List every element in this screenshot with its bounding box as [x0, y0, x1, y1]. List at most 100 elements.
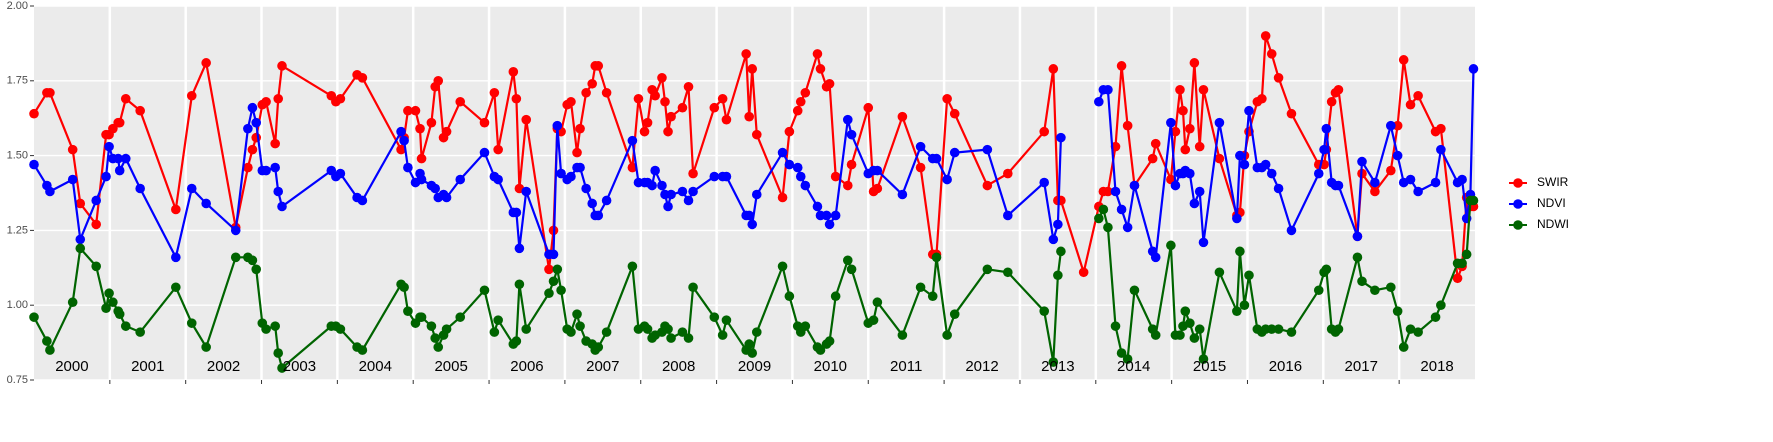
point	[1319, 144, 1329, 155]
x-tick-label: 2011	[890, 358, 922, 375]
point	[1457, 258, 1467, 269]
point	[135, 183, 145, 194]
point	[120, 93, 131, 104]
point	[1175, 330, 1185, 340]
point	[511, 93, 522, 104]
point	[1122, 222, 1133, 233]
x-tick-label: 2009	[738, 358, 771, 375]
point	[627, 135, 638, 146]
point	[747, 64, 758, 74]
point	[1398, 342, 1409, 352]
point	[741, 49, 751, 59]
point	[1405, 99, 1416, 110]
point	[270, 162, 280, 173]
point	[114, 165, 125, 176]
legend-point	[1513, 199, 1523, 209]
point	[812, 201, 823, 212]
point	[120, 153, 131, 164]
point	[915, 282, 926, 293]
point	[1244, 105, 1254, 116]
point	[709, 102, 720, 113]
point	[1266, 49, 1277, 59]
point	[647, 180, 657, 191]
labels: 0.75 1.00 1.25 1.50 1.75 2.00 2000 2001 2002 2003…	[7, 0, 1569, 386]
point	[251, 117, 262, 128]
point	[1286, 225, 1297, 236]
point	[67, 297, 78, 308]
point	[552, 264, 563, 275]
point	[261, 165, 271, 176]
point	[593, 61, 604, 71]
point	[399, 282, 409, 293]
point	[261, 324, 271, 334]
point	[1056, 132, 1066, 143]
point	[657, 180, 667, 191]
point	[1180, 144, 1191, 155]
point	[949, 108, 960, 119]
point	[1056, 246, 1066, 257]
point	[357, 345, 368, 355]
point	[135, 105, 145, 116]
marks	[29, 31, 1479, 373]
point	[1260, 31, 1271, 41]
point	[575, 321, 585, 331]
point	[114, 309, 125, 319]
x-tick-label: 2017	[1345, 358, 1378, 375]
point	[511, 207, 522, 218]
point	[45, 87, 55, 98]
point	[1198, 237, 1209, 248]
point	[1333, 84, 1344, 95]
point	[593, 342, 604, 352]
point	[1198, 354, 1209, 364]
y-tick-label: 1.50	[7, 150, 28, 162]
point	[1214, 267, 1225, 278]
point	[709, 312, 720, 322]
point	[1116, 348, 1127, 358]
point	[815, 64, 826, 74]
point	[666, 189, 676, 200]
point	[800, 87, 811, 98]
point	[1436, 123, 1446, 134]
point	[201, 342, 211, 352]
point	[709, 171, 720, 182]
point	[639, 126, 650, 137]
point	[261, 96, 271, 107]
point	[927, 291, 938, 302]
y-tick-label: 0.75	[7, 374, 28, 386]
point	[792, 162, 803, 173]
point	[489, 327, 500, 337]
point	[627, 162, 638, 173]
point	[1194, 141, 1205, 152]
point	[1053, 219, 1063, 230]
point	[455, 174, 466, 185]
point	[721, 171, 732, 182]
point	[842, 114, 853, 125]
point	[45, 345, 55, 355]
point	[270, 321, 280, 331]
point	[399, 135, 409, 146]
point	[1313, 168, 1324, 179]
point	[1436, 300, 1446, 311]
y-tick-label: 1.25	[7, 224, 28, 236]
point	[416, 174, 427, 185]
point	[441, 192, 452, 203]
point	[243, 123, 253, 134]
point	[688, 282, 698, 293]
point	[1392, 306, 1403, 316]
point	[942, 174, 952, 185]
point	[792, 105, 803, 116]
point	[201, 198, 211, 209]
point	[91, 195, 101, 206]
point	[1273, 73, 1284, 83]
point	[1116, 61, 1127, 71]
point	[514, 243, 525, 254]
point	[601, 195, 612, 206]
point	[863, 102, 874, 113]
point	[1039, 306, 1050, 316]
point	[824, 78, 835, 89]
y-tick-label: 2.00	[7, 0, 28, 12]
point	[171, 252, 181, 263]
point	[846, 264, 857, 275]
point	[29, 312, 39, 322]
